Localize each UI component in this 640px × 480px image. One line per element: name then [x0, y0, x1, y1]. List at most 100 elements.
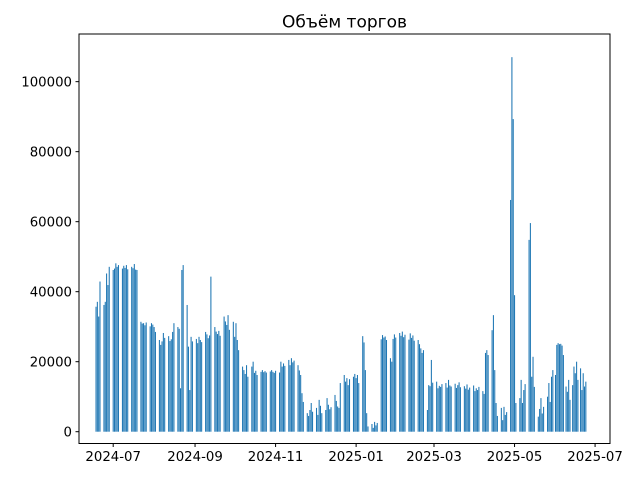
volume-bar [293, 360, 295, 432]
volume-bar [585, 381, 587, 432]
volume-bar [224, 321, 226, 432]
volume-bar [162, 332, 164, 432]
volume-bar [112, 269, 114, 432]
volume-bar [380, 339, 382, 432]
volume-bar [235, 323, 237, 432]
volume-bar [363, 342, 365, 432]
volume-bar [207, 338, 209, 432]
volume-bar [554, 374, 557, 432]
volume-bar [300, 374, 302, 432]
volume-bar [297, 365, 299, 432]
volume-bar [412, 335, 414, 432]
volume-bar [252, 361, 254, 432]
volume-bar [131, 266, 133, 432]
y-tick-label: 80000 [30, 145, 72, 160]
volume-bar [521, 403, 523, 432]
volume-bar [408, 339, 410, 432]
volume-bar [338, 407, 340, 432]
volume-bar [125, 265, 127, 432]
volume-bar [514, 295, 516, 432]
volume-bar [566, 391, 568, 432]
volume-bar [205, 331, 207, 432]
volume-bar [104, 301, 106, 432]
volume-bar [494, 370, 496, 432]
volume-bar [272, 371, 274, 432]
volume-bar [215, 331, 217, 432]
volume-bar [265, 372, 267, 432]
volume-bar [581, 390, 583, 432]
volume-bar [187, 346, 189, 432]
volume-bar [263, 372, 265, 432]
volume-bar [383, 337, 385, 432]
volume-bar [458, 382, 460, 432]
volume-bar [482, 391, 484, 432]
volume-bar [455, 387, 457, 432]
volume-bar [413, 340, 415, 432]
volume-bar [477, 390, 479, 432]
volume-bar [533, 386, 535, 432]
volume-bar [557, 343, 559, 432]
volume-bar [169, 341, 171, 432]
volume-bar [132, 268, 134, 432]
volume-bar [198, 336, 200, 432]
volume-bar [150, 323, 153, 432]
volume-bar [260, 371, 262, 432]
volume-bar [115, 263, 117, 432]
volume-bar [298, 370, 300, 432]
volume-bar [223, 316, 225, 432]
volume-bar [356, 374, 358, 432]
volume-bar [284, 365, 286, 432]
volume-bar [395, 337, 397, 432]
volume-bar [308, 415, 310, 432]
volume-bar [335, 400, 337, 432]
volume-bar [318, 399, 320, 432]
volume-bar [548, 383, 550, 432]
volume-bar [391, 361, 393, 432]
volume-bar [98, 316, 100, 432]
volume-bar [367, 426, 369, 432]
axes-group [75, 33, 611, 447]
volume-bar [491, 330, 493, 432]
volume-bar [271, 370, 273, 432]
volume-bar [371, 424, 373, 432]
volume-bar [469, 387, 471, 432]
volume-bar [227, 315, 229, 432]
volume-bar [417, 339, 419, 432]
volume-bar [309, 410, 311, 432]
y-tick-label: 20000 [30, 355, 72, 370]
volume-bar [292, 362, 294, 432]
volume-bar [106, 273, 108, 432]
volume-bar [466, 384, 468, 432]
volume-bar [199, 339, 201, 432]
volume-bar [182, 265, 184, 432]
volume-bar [173, 323, 175, 432]
volume-bar [327, 404, 329, 432]
volume-bar [537, 416, 539, 432]
volume-bar [255, 370, 257, 432]
volume-bar [275, 370, 277, 432]
volume-bar [422, 350, 424, 432]
volume-bar [572, 385, 574, 432]
volume-bar [108, 266, 110, 432]
volume-bar [247, 376, 249, 432]
volume-bar [392, 338, 394, 432]
volume-bar [186, 304, 188, 432]
volume-bar [561, 345, 563, 432]
volume-bar [358, 383, 360, 432]
volume-bar [550, 376, 553, 432]
volume-bar [429, 386, 431, 432]
volume-bar [503, 406, 505, 432]
volume-bar [228, 329, 230, 432]
volume-bar [366, 413, 368, 432]
volume-bar [103, 304, 105, 432]
volume-bar [348, 379, 351, 432]
volume-bar [290, 358, 292, 432]
volume-bar [177, 327, 179, 432]
volume-bar [301, 393, 303, 432]
volume-bar [576, 361, 578, 432]
volume-bar [409, 333, 411, 432]
volume-bar [547, 396, 549, 432]
volume-bar [436, 381, 438, 432]
volume-bar [486, 350, 488, 432]
